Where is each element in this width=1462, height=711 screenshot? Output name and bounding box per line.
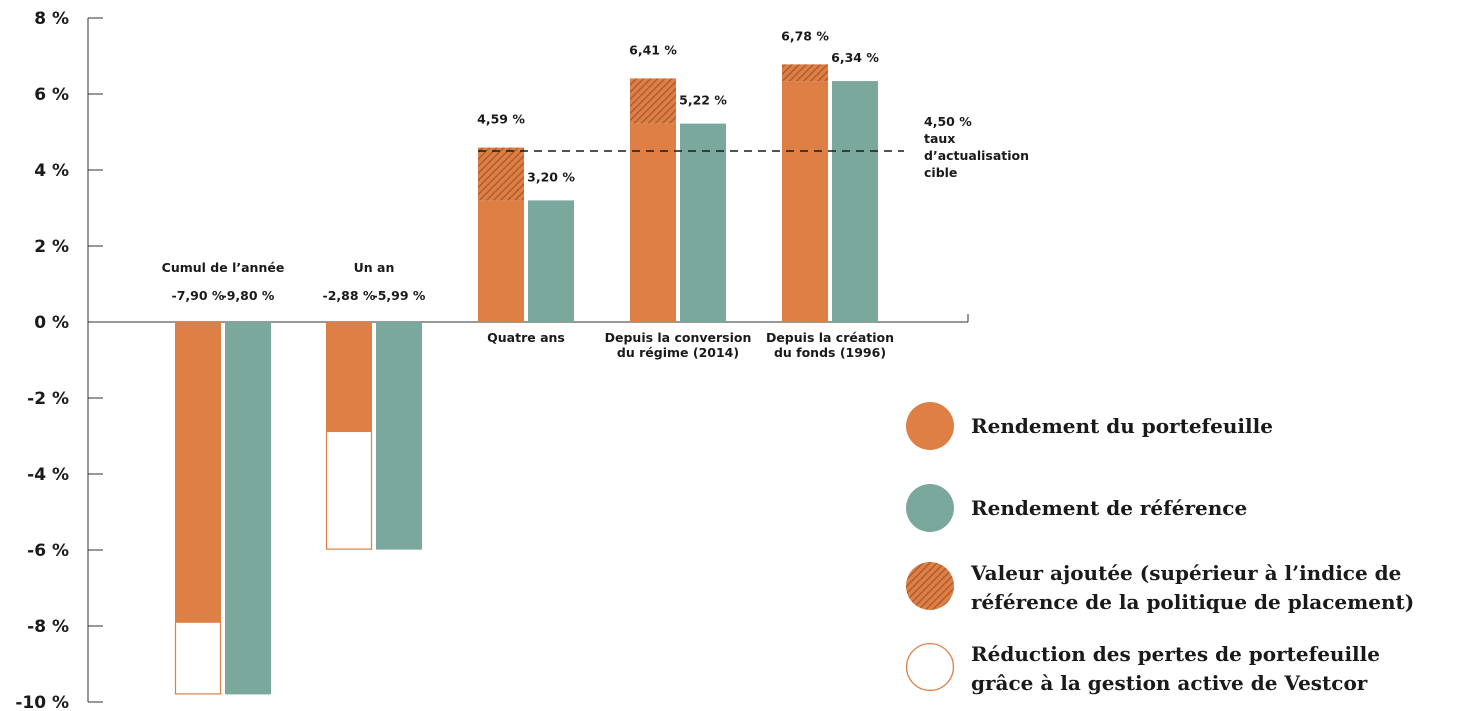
portfolio-value-label: -7,90 % — [172, 288, 225, 303]
category-label: du régime (2014) — [617, 345, 739, 360]
value-added-bar — [630, 78, 676, 124]
benchmark-value-label: 3,20 % — [527, 169, 575, 184]
portfolio-bar — [478, 200, 524, 322]
legend-label: Valeur ajoutée (supérieur à l’indice de — [970, 561, 1401, 585]
legend-label: Rendement de référence — [971, 496, 1247, 520]
legend-swatch-loss-reduction — [905, 642, 955, 692]
portfolio-bar — [630, 123, 676, 322]
y-tick-label: 6 % — [34, 85, 69, 105]
labels: Cumul de l’année -7,90 %-9,80 % Un an -2,88… — [162, 28, 1029, 360]
value-added-bar — [782, 64, 828, 82]
portfolio-bar — [175, 322, 221, 623]
benchmark-bar — [680, 123, 726, 322]
legend-label: Rendement du portefeuille — [971, 414, 1273, 438]
y-tick-label: 2 % — [34, 237, 69, 257]
y-tick-label: -10 % — [15, 693, 69, 711]
benchmark-value-label: -9,80 % — [222, 288, 275, 303]
y-tick-label: 8 % — [34, 9, 69, 29]
legend-label: référence de la politique de placement) — [971, 590, 1414, 614]
category-label: du fonds (1996) — [774, 345, 886, 360]
bars — [174, 64, 878, 695]
target-rate-label: d’actualisation — [924, 148, 1029, 163]
category-label: Depuis la conversion — [605, 330, 752, 345]
category-label: Cumul de l’année — [162, 260, 285, 275]
legend-swatch-benchmark — [906, 484, 954, 532]
target-rate-label: taux — [924, 131, 955, 146]
benchmark-bar — [528, 200, 574, 322]
loss-reduction-bar — [174, 621, 222, 695]
category-label: Un an — [354, 260, 395, 275]
legend-label: grâce à la gestion active de Vestcor — [971, 671, 1368, 695]
portfolio-value-label: 4,59 % — [477, 112, 525, 127]
benchmark-bar — [832, 81, 878, 322]
y-tick-label: -6 % — [27, 541, 69, 561]
target-rate-label: cible — [924, 165, 957, 180]
y-tick-label: -8 % — [27, 617, 69, 637]
legend-swatch-portfolio — [906, 402, 954, 450]
portfolio-bar — [782, 81, 828, 322]
category-label: Quatre ans — [487, 330, 565, 345]
benchmark-bar — [376, 322, 422, 550]
loss-reduction-bar — [325, 430, 373, 550]
portfolio-value-label: 6,78 % — [781, 28, 829, 43]
portfolio-value-label: 6,41 % — [629, 42, 677, 57]
benchmark-bar — [225, 322, 271, 695]
benchmark-value-label: 5,22 % — [679, 93, 727, 108]
legend: Rendement du portefeuille Rendement de ré… — [905, 402, 1414, 695]
y-tick-label: 4 % — [34, 161, 69, 181]
portfolio-bar — [326, 322, 372, 432]
y-tick-label: 0 % — [34, 313, 69, 333]
portfolio-value-label: -2,88 % — [323, 288, 376, 303]
legend-swatch-value-added — [906, 562, 954, 610]
benchmark-value-label: 6,34 % — [831, 50, 879, 65]
category-label: Depuis la création — [766, 330, 894, 345]
y-tick-label: -4 % — [27, 465, 69, 485]
y-tick-label: -2 % — [27, 389, 69, 409]
benchmark-value-label: -5,99 % — [373, 288, 426, 303]
value-added-bar — [478, 147, 524, 201]
target-rate-label: 4,50 % — [924, 114, 972, 129]
legend-label: Réduction des pertes de portefeuille — [971, 642, 1380, 666]
